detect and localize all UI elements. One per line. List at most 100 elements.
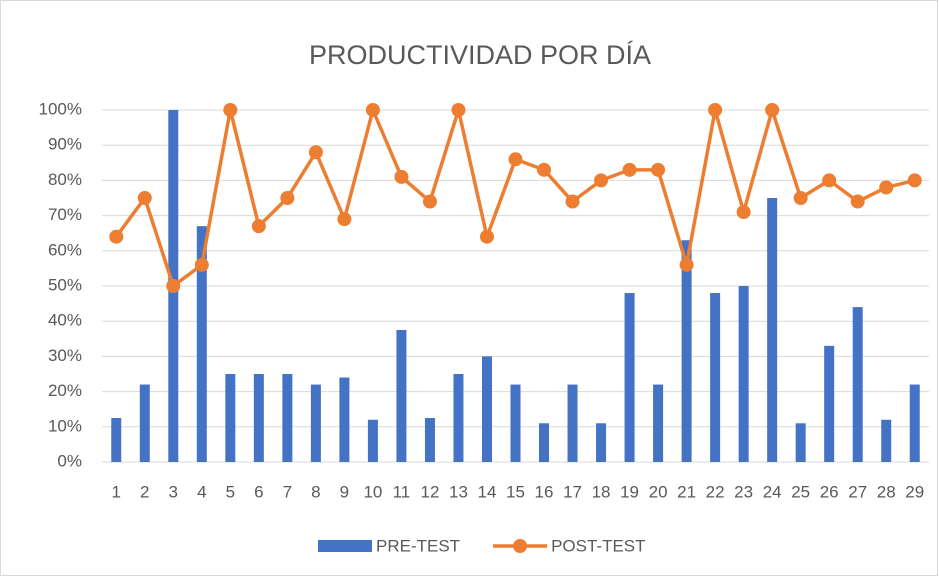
marker [651, 162, 666, 177]
x-tick-label: 4 [197, 482, 206, 501]
y-tick-label: 20% [48, 381, 82, 400]
legend-label: POST-TEST [551, 536, 645, 555]
y-tick-label: 50% [48, 275, 82, 294]
marker [594, 173, 609, 188]
y-tick-label: 10% [48, 416, 82, 435]
y-tick-label: 80% [48, 170, 82, 189]
x-tick-label: 10 [363, 482, 382, 501]
bar [653, 384, 664, 462]
bar [909, 384, 920, 462]
y-tick-label: 90% [48, 135, 82, 154]
x-tick-label: 11 [393, 482, 411, 501]
marker [394, 169, 409, 184]
bar [225, 374, 236, 462]
bar [852, 307, 863, 462]
marker [679, 257, 694, 272]
x-tick-label: 8 [311, 482, 320, 501]
x-tick-label: 7 [283, 482, 292, 501]
x-tick-label: 20 [649, 482, 668, 501]
y-tick-label: 40% [48, 311, 82, 330]
bar [339, 377, 350, 462]
marker [537, 162, 552, 177]
legend-label: PRE-TEST [376, 536, 460, 555]
x-tick-label: 1 [112, 482, 121, 501]
bar [795, 423, 806, 462]
bar [453, 374, 464, 462]
x-tick-label: 21 [677, 482, 696, 501]
x-tick-label: 23 [734, 482, 753, 501]
marker [765, 103, 780, 117]
y-tick-label: 60% [48, 240, 82, 259]
marker [879, 180, 894, 195]
bar [624, 293, 635, 462]
marker [109, 229, 124, 244]
bar [196, 226, 207, 462]
bar [710, 293, 721, 462]
marker [194, 257, 209, 272]
legend-swatch [318, 540, 372, 552]
marker [251, 219, 266, 234]
marker [422, 194, 437, 209]
x-tick-label: 29 [905, 482, 924, 501]
marker [622, 162, 637, 177]
marker [850, 194, 865, 209]
marker [280, 191, 295, 205]
legend-swatch [513, 539, 528, 553]
x-tick-label: 14 [478, 482, 497, 501]
x-tick-label: 22 [706, 482, 725, 501]
marker [822, 173, 837, 188]
bar [510, 384, 521, 462]
bar [824, 345, 835, 462]
x-tick-label: 5 [226, 482, 235, 501]
bar [567, 384, 578, 462]
x-tick-label: 19 [620, 482, 639, 501]
bar [424, 418, 435, 462]
marker [736, 205, 751, 220]
x-tick-label: 25 [791, 482, 810, 501]
marker [479, 229, 494, 244]
x-tick-label: 18 [592, 482, 611, 501]
marker [508, 152, 523, 167]
x-tick-label: 15 [506, 482, 525, 501]
bar [767, 198, 778, 462]
x-tick-label: 6 [254, 482, 263, 501]
marker [708, 103, 723, 117]
x-tick-label: 2 [140, 482, 149, 501]
marker [308, 145, 323, 160]
marker [137, 191, 152, 205]
marker [337, 212, 352, 227]
marker [166, 279, 181, 293]
x-tick-label: 3 [169, 482, 178, 501]
y-tick-label: 100% [39, 99, 82, 118]
x-tick-label: 12 [420, 482, 439, 501]
x-tick-label: 24 [763, 482, 782, 501]
x-tick-label: 16 [535, 482, 554, 501]
marker [223, 103, 238, 117]
bar [396, 330, 407, 462]
y-tick-label: 30% [48, 346, 82, 365]
bar [481, 356, 492, 462]
x-tick-label: 27 [848, 482, 867, 501]
marker [565, 194, 580, 209]
bar [282, 374, 293, 462]
marker [365, 103, 380, 117]
bar [310, 384, 321, 462]
x-tick-label: 26 [820, 482, 839, 501]
bar [111, 418, 122, 462]
bar [139, 384, 150, 462]
bar [539, 423, 550, 462]
y-tick-label: 0% [57, 451, 82, 470]
bar [881, 419, 892, 462]
x-tick-label: 13 [449, 482, 468, 501]
bar [253, 374, 264, 462]
y-tick-label: 70% [48, 205, 82, 224]
bar [367, 419, 378, 462]
bar [596, 423, 607, 462]
x-tick-label: 28 [877, 482, 896, 501]
marker [451, 103, 466, 117]
x-tick-label: 17 [563, 482, 582, 501]
chart-title: PRODUCTIVIDAD POR DÍA [309, 40, 651, 70]
bar [738, 286, 749, 462]
